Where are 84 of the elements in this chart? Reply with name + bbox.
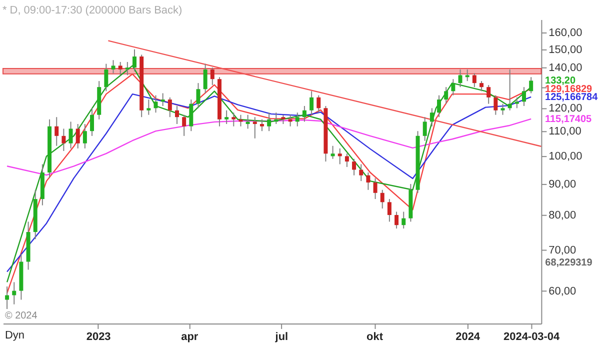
candlestick [189, 99, 194, 132]
annotation: 125,166784 [545, 92, 598, 104]
candlestick [458, 68, 462, 88]
candlestick [54, 116, 59, 146]
candlestick [302, 105, 306, 122]
candlestick [402, 211, 406, 230]
candlestick [529, 76, 534, 94]
candlestick [252, 116, 257, 139]
candlestick [394, 211, 399, 230]
candlestick [380, 189, 384, 209]
candlestick [359, 164, 364, 182]
candlestick [281, 114, 286, 125]
candlestick [246, 114, 250, 130]
candlestick [62, 128, 66, 152]
candlestick [160, 92, 165, 106]
x-tick-label: jul [274, 330, 288, 343]
candlestick [196, 82, 200, 109]
annotation: 129,16829 [545, 84, 593, 95]
candlestick [175, 105, 179, 125]
line-series [6, 93, 532, 272]
candlestick [260, 118, 264, 132]
candlestick [5, 286, 10, 310]
candlestick [232, 112, 236, 127]
candlestick [182, 114, 186, 136]
candlestick [387, 198, 392, 222]
y-tick-label: 160,00 [548, 26, 582, 39]
candlestick [514, 96, 519, 109]
candlestick [508, 68, 512, 111]
candlestick [68, 121, 73, 149]
y-tick-label: 150,00 [548, 44, 582, 56]
text: 68,229319 [545, 258, 593, 269]
candlestick [352, 158, 356, 176]
y-tick-label: 100,00 [548, 150, 582, 163]
y-tick-label: 70,00 [548, 244, 576, 257]
x-tick-label: 2023 [86, 330, 111, 343]
candlestick [366, 172, 370, 190]
candlestick [344, 153, 349, 168]
candlestick [430, 108, 434, 127]
candlestick [104, 63, 108, 92]
candlestick [444, 86, 448, 104]
y-tick-label: 80,00 [548, 209, 576, 222]
y-tick-label: 60,00 [548, 285, 576, 298]
candlestick [422, 116, 427, 142]
text: Dyn [4, 329, 24, 342]
x-tick-label: apr [181, 330, 199, 343]
candlestick [437, 94, 442, 118]
candlestick [330, 145, 335, 160]
candlestick [224, 110, 229, 125]
candlestick [146, 99, 151, 116]
chart-title: * D, 09:00-17:30 (200000 Bars Back) [2, 4, 182, 17]
candlestick [480, 80, 484, 92]
candlestick [132, 48, 136, 72]
candlestick [486, 84, 491, 104]
candlestick [451, 78, 456, 96]
candlestick [338, 148, 342, 165]
y-tick-label: 120,00 [548, 102, 582, 115]
annotation: © 2024 [4, 310, 38, 322]
candlestick [310, 90, 314, 116]
candlestick [472, 72, 476, 88]
candlestick [118, 61, 122, 76]
y-tick-label: 90,00 [548, 178, 576, 190]
candlestick [465, 68, 470, 82]
candlestick [76, 124, 80, 149]
x-tick-label: 2024 [456, 330, 481, 343]
candlestick [203, 63, 208, 94]
candlestick [316, 94, 321, 114]
candlestick [210, 67, 214, 86]
candlestick [125, 61, 130, 76]
candlestick [494, 94, 498, 116]
candlestick [111, 60, 116, 74]
candlestick [168, 96, 172, 118]
y-tick-label: 110,00 [548, 126, 582, 138]
candlestick [267, 112, 272, 132]
candlestick [500, 103, 505, 116]
candlestick [295, 112, 300, 127]
x-tick-label: okt [366, 330, 384, 343]
annotation: 115,17405 [545, 114, 592, 125]
y-tick-label: 140,00 [548, 62, 582, 74]
candlestick [90, 108, 94, 136]
candlestick [522, 86, 526, 106]
candlestick [82, 124, 87, 149]
candlestick [373, 178, 378, 200]
x-tick-label: 2024-03-04 [504, 330, 560, 343]
candlestick [12, 282, 16, 305]
